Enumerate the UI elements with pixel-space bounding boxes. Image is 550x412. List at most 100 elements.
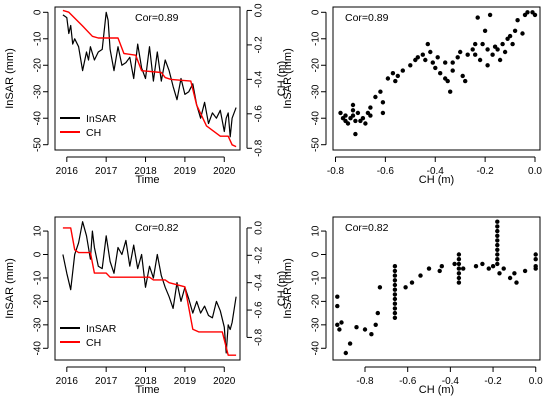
scatter-point [463,78,468,84]
scatter-point [512,271,517,276]
scatter-point [495,219,500,224]
x-tick-label: 2016 [56,376,79,387]
scatter-point [350,108,356,113]
plot-frame [54,216,241,361]
scatter-point [354,325,359,330]
x-axis: 2016 2017 2018 2019 2020 [56,156,236,177]
plot-frame [332,6,541,151]
scatter-point [500,41,505,47]
y-axis-right: 0.0 -0.2 -0.4 -0.6 -0.8 [246,3,265,157]
scatter-point [495,238,500,243]
scatter-point [501,266,506,271]
scatter-point [395,73,400,79]
y-tick-label: 0 [33,251,44,257]
y-tick-label: -30 [33,84,44,99]
scatter-point [485,47,490,52]
scatter-point [335,294,340,299]
scatter-point [343,113,348,118]
scatter-point [392,278,398,283]
scatter-point [456,271,462,276]
scatter-point [495,242,500,248]
scatter-point [495,224,500,229]
x-tick-label: 0.0 [528,166,542,177]
scatter-point [461,266,466,271]
x-tick-label: 2017 [95,376,118,387]
plot-area [338,10,538,137]
correlation-label: Cor=0.82 [345,222,389,234]
scatter-point [430,60,435,65]
scatter-point [502,49,508,55]
legend-label-ch: CH [86,337,101,349]
scatter-point [495,233,500,238]
scatter-point [392,310,398,316]
scatter-point [495,247,500,252]
scatter-point [477,57,483,63]
y-tick-label: 10 [33,225,44,237]
y-tick-label: -10 [311,31,322,46]
plot-frame [332,216,541,361]
x-axis: -0.8 -0.6 -0.4 -0.2 0.0 [356,366,543,387]
scatter-point [522,268,528,274]
scatter-point [350,113,356,118]
y-right-tick-label: 0.0 [254,221,265,235]
y-tick-label: -30 [311,84,322,99]
scatter-point [343,350,348,356]
x-tick-label: 2019 [174,166,197,177]
y-axis-left: 0 -10 -20 -30 -40 -50 [311,9,327,152]
scatter-point [335,322,340,327]
scatter-point [409,280,415,285]
plot-area [62,221,237,356]
scatter-point [456,266,462,271]
x-axis-label: CH (m) [419,384,454,396]
scatter-point [392,268,398,274]
y-tick-label: -20 [33,58,44,73]
x-tick-label: -0.4 [442,376,460,387]
y-tick-label: -50 [33,137,44,152]
scatter-point [378,89,383,94]
scatter-point [392,273,398,278]
scatter-point [533,252,538,257]
scatter-point [353,131,358,137]
scatter-point [335,303,340,309]
scatter-point [428,49,433,55]
x-axis: 2016 2017 2018 2019 2020 [56,366,236,387]
scatter-point [425,41,430,47]
scatter-point [495,257,500,262]
x-tick-label: -0.4 [427,166,445,177]
y-axis-right: 0.0 -0.2 -0.4 -0.6 -0.8 [246,221,265,346]
scatter-point [525,10,530,15]
scatter-point [368,113,373,118]
y-axis-label: InSAR (mm) [282,258,294,319]
y-tick-label: -20 [311,294,322,309]
scatter-point [533,266,538,271]
scatter-point [418,273,423,278]
scatter-point [392,264,398,269]
scatter-point [487,12,493,18]
scatter-point [485,63,490,68]
y-right-tick-label: -0.4 [254,70,265,88]
scatter-point [448,89,453,94]
scatter-point [507,33,513,39]
y-right-tick-label: -0.6 [254,105,265,123]
scatter-point [532,12,538,18]
scatter-point [438,71,443,76]
plot-area [335,219,538,356]
scatter-point [337,327,342,332]
scatter-point [392,315,398,320]
scatter-point [345,121,351,126]
legend-label-ch: CH [86,127,101,139]
legend: InSAR CH [60,113,117,139]
x-tick-label: 2017 [95,166,118,177]
scatter-point [510,41,515,47]
scatter-point [515,18,520,23]
scatter-point [495,47,500,52]
y-axis-right-label: CH (m) [276,61,288,96]
scatter-point [392,292,398,297]
scatter-point [338,110,343,116]
panel-1: 0 -10 -20 -30 -40 -50 InSAR (mm) 0.0 -0.2 -0.4 -0.… [4,3,288,186]
y-right-tick-label: -0.2 [254,36,265,54]
scatter-point [392,296,398,302]
